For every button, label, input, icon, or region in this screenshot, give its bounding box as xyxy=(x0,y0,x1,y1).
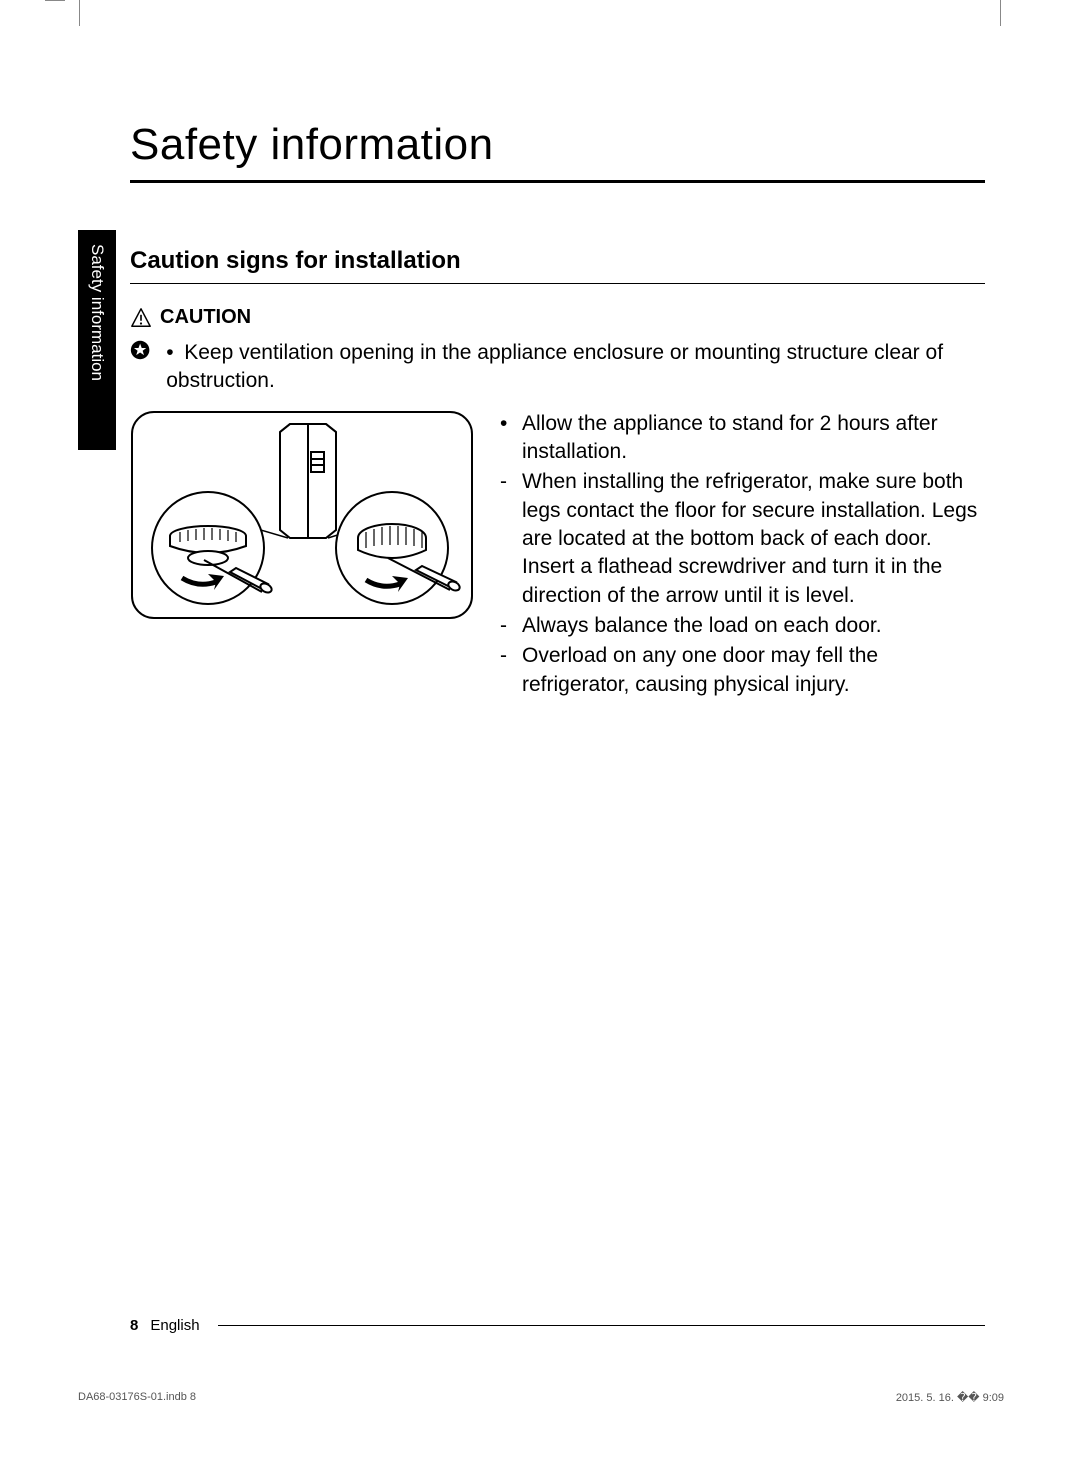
page-footer: 8 English xyxy=(130,1317,985,1334)
page-number: 8 xyxy=(130,1317,138,1334)
sidebar-tab: Safety information xyxy=(78,230,116,450)
figure-box xyxy=(130,410,474,701)
list-item: • Allow the appliance to stand for 2 hou… xyxy=(500,410,985,467)
instruction-list: • Allow the appliance to stand for 2 hou… xyxy=(500,410,985,699)
caution-row: CAUTION xyxy=(130,306,985,329)
crop-marks xyxy=(79,0,1001,26)
print-meta-right: 2015. 5. 16. �� 9:09 xyxy=(896,1391,1004,1404)
dash-marker: - xyxy=(500,642,522,699)
caution-label: CAUTION xyxy=(160,306,251,329)
two-column-area: • Allow the appliance to stand for 2 hou… xyxy=(130,410,985,701)
list-item-text: Overload on any one door may fell the re… xyxy=(522,642,985,699)
sidebar-tab-label: Safety information xyxy=(87,244,107,381)
list-item: - Overload on any one door may fell the … xyxy=(500,642,985,699)
star-circle-icon xyxy=(130,339,150,361)
dash-marker: - xyxy=(500,468,522,610)
right-column: • Allow the appliance to stand for 2 hou… xyxy=(500,410,985,701)
section-heading: Caution signs for installation xyxy=(130,247,985,284)
page-content: Safety information Caution signs for ins… xyxy=(130,120,985,1336)
main-bullet-row: •Keep ventilation opening in the applian… xyxy=(130,339,985,396)
list-item: - When installing the refrigerator, make… xyxy=(500,468,985,610)
page-language: English xyxy=(150,1317,199,1334)
main-bullet-content: Keep ventilation opening in the applianc… xyxy=(166,341,943,392)
bullet-dot: • xyxy=(166,339,184,367)
caution-triangle-icon xyxy=(130,307,152,329)
page-title: Safety information xyxy=(130,120,985,183)
dash-marker: - xyxy=(500,612,522,640)
bullet-marker: • xyxy=(500,410,522,467)
footer-rule xyxy=(218,1325,985,1326)
main-bullet-text: •Keep ventilation opening in the applian… xyxy=(160,339,985,396)
list-item-text: When installing the refrigerator, make s… xyxy=(522,468,985,610)
list-item-text: Allow the appliance to stand for 2 hours… xyxy=(522,410,985,467)
list-item: - Always balance the load on each door. xyxy=(500,612,985,640)
print-meta: DA68-03176S-01.indb 8 2015. 5. 16. �� 9:… xyxy=(78,1391,1004,1404)
list-item-text: Always balance the load on each door. xyxy=(522,612,985,640)
print-meta-left: DA68-03176S-01.indb 8 xyxy=(78,1391,196,1404)
leveling-diagram-icon xyxy=(130,410,474,620)
